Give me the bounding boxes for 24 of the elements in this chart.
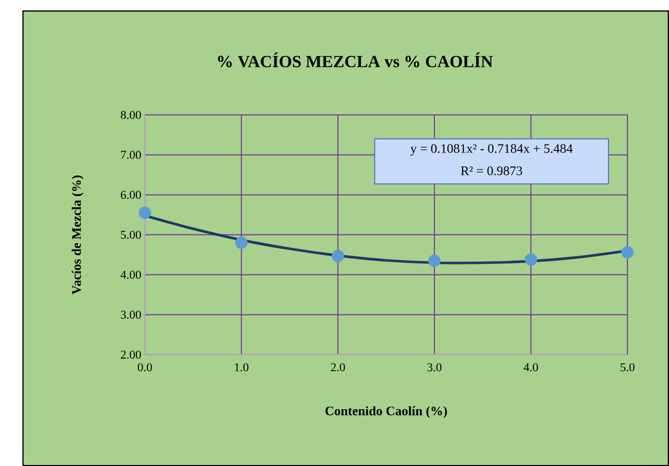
- x-tick-label: 2.0: [330, 363, 345, 372]
- x-tick-label: 1.0: [234, 363, 248, 372]
- point: [332, 250, 344, 262]
- point: [235, 236, 248, 249]
- y-axis-title: Vacíos de Mezcla (%): [72, 175, 84, 294]
- chart-title: % VACÍOS MEZCLA vs % CAOLÍN: [218, 52, 493, 68]
- point: [428, 254, 441, 267]
- x-tick-label: 4.0: [524, 363, 538, 372]
- annotation: y = 0.1081x² - 0.7184x + 5.484: [410, 144, 573, 156]
- annotation: R² = 0.9873: [460, 166, 522, 176]
- point: [138, 206, 152, 219]
- y-tick-label: 2.00: [120, 350, 141, 359]
- y-tick-label: 7.00: [121, 150, 141, 159]
- y-tick-label: 4.00: [120, 270, 141, 279]
- x-tick-label: 5.0: [620, 363, 634, 372]
- y-tick-label: 8.00: [120, 110, 141, 119]
- point: [524, 253, 538, 266]
- y-tick-label: 3.00: [120, 310, 141, 319]
- x-tick-label: 3.0: [427, 363, 442, 372]
- x-tick-label: 0.0: [138, 363, 152, 372]
- x-axis-title: Contenido Caolín (%): [325, 406, 447, 418]
- point: [621, 246, 634, 258]
- y-tick-label: 6.00: [120, 190, 141, 199]
- y-tick-label: 5.00: [121, 230, 141, 239]
